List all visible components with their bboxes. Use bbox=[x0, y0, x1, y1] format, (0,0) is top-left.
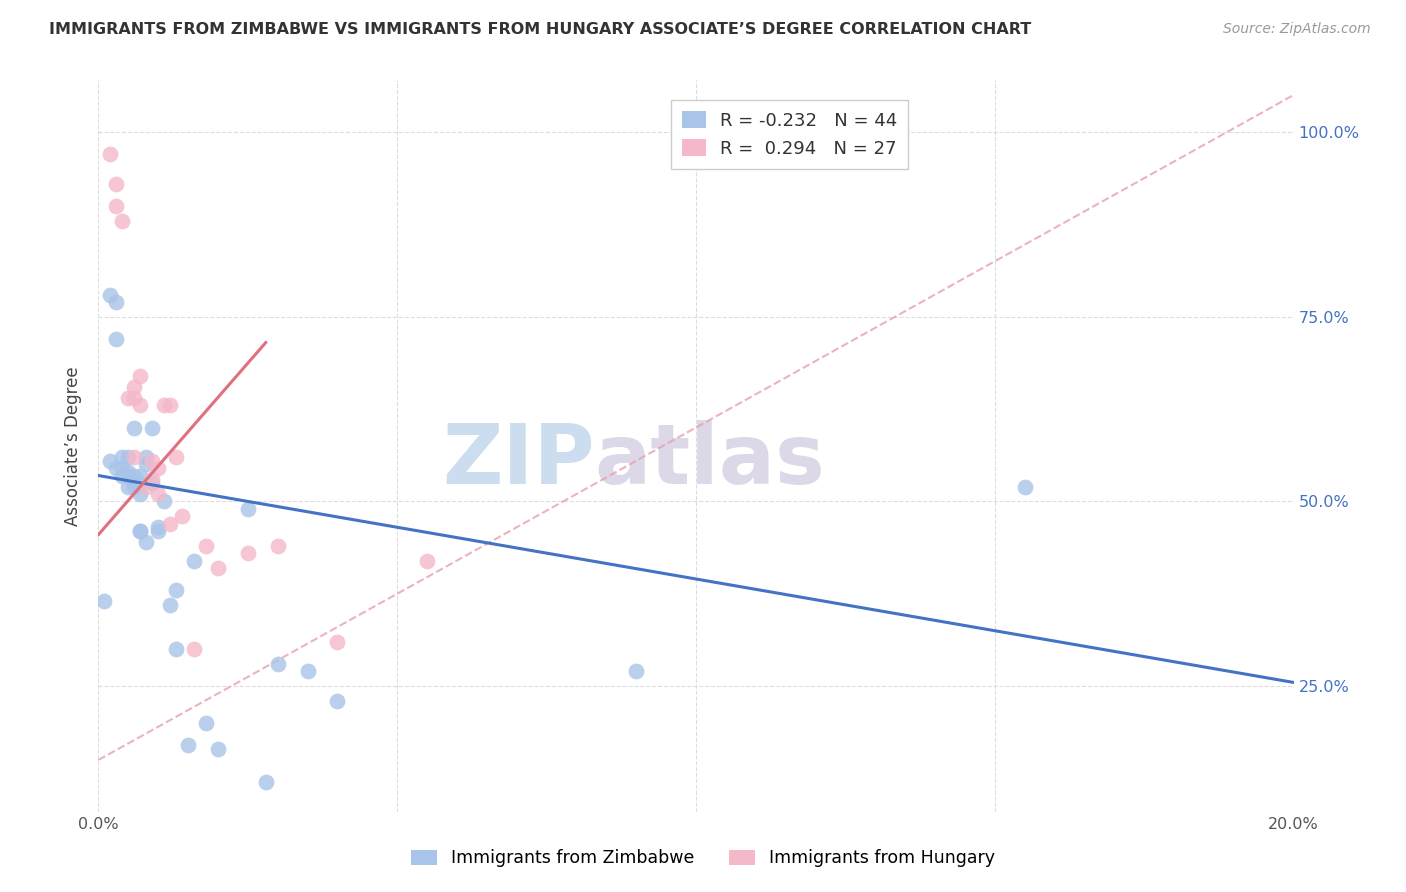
Point bbox=[124, 468, 146, 483]
Point bbox=[105, 294, 128, 309]
Point bbox=[105, 199, 128, 213]
Point bbox=[172, 509, 194, 524]
Point bbox=[129, 398, 152, 412]
Point bbox=[148, 461, 170, 475]
Point bbox=[267, 539, 290, 553]
Point bbox=[254, 775, 277, 789]
Point bbox=[1014, 480, 1036, 494]
Point bbox=[183, 553, 205, 567]
Point bbox=[177, 738, 200, 752]
Y-axis label: Associate’s Degree: Associate’s Degree bbox=[65, 367, 83, 525]
Point bbox=[111, 450, 134, 464]
Text: IMMIGRANTS FROM ZIMBABWE VS IMMIGRANTS FROM HUNGARY ASSOCIATE’S DEGREE CORRELATI: IMMIGRANTS FROM ZIMBABWE VS IMMIGRANTS F… bbox=[49, 22, 1032, 37]
Point bbox=[124, 450, 146, 464]
Point bbox=[105, 461, 128, 475]
Point bbox=[129, 524, 152, 538]
Point bbox=[141, 475, 163, 490]
Point bbox=[148, 524, 170, 538]
Point bbox=[129, 475, 152, 490]
Point bbox=[129, 468, 152, 483]
Point bbox=[153, 494, 176, 508]
Point bbox=[129, 487, 152, 501]
Point bbox=[195, 716, 218, 731]
Point bbox=[207, 742, 229, 756]
Point bbox=[148, 520, 170, 534]
Point bbox=[98, 147, 122, 161]
Text: ZIP: ZIP bbox=[441, 420, 595, 501]
Point bbox=[297, 665, 319, 679]
Point bbox=[141, 454, 163, 468]
Point bbox=[326, 694, 349, 708]
Point bbox=[207, 561, 229, 575]
Point bbox=[111, 468, 134, 483]
Point bbox=[416, 553, 439, 567]
Point bbox=[117, 465, 139, 479]
Point bbox=[159, 398, 181, 412]
Point bbox=[267, 657, 290, 671]
Point bbox=[236, 501, 259, 516]
Point bbox=[326, 634, 349, 648]
Point bbox=[135, 450, 157, 464]
Point bbox=[117, 450, 139, 464]
Legend: Immigrants from Zimbabwe, Immigrants from Hungary: Immigrants from Zimbabwe, Immigrants fro… bbox=[404, 843, 1002, 874]
Point bbox=[148, 487, 170, 501]
Text: Source: ZipAtlas.com: Source: ZipAtlas.com bbox=[1223, 22, 1371, 37]
Point bbox=[117, 391, 139, 405]
Point bbox=[183, 642, 205, 657]
Point bbox=[111, 461, 134, 475]
Point bbox=[159, 516, 181, 531]
Point bbox=[124, 380, 146, 394]
Point bbox=[124, 475, 146, 490]
Point bbox=[159, 598, 181, 612]
Point bbox=[141, 472, 163, 486]
Point bbox=[135, 480, 157, 494]
Point bbox=[124, 420, 146, 434]
Point bbox=[129, 524, 152, 538]
Point bbox=[165, 642, 187, 657]
Point bbox=[105, 177, 128, 191]
Point bbox=[141, 420, 163, 434]
Point bbox=[98, 287, 122, 301]
Point bbox=[111, 213, 134, 227]
Point bbox=[129, 368, 152, 383]
Point bbox=[165, 583, 187, 598]
Point bbox=[124, 391, 146, 405]
Point bbox=[626, 665, 648, 679]
Point bbox=[195, 539, 218, 553]
Text: atlas: atlas bbox=[595, 420, 825, 501]
Point bbox=[117, 480, 139, 494]
Point bbox=[93, 594, 115, 608]
Point bbox=[117, 468, 139, 483]
Point bbox=[135, 458, 157, 472]
Legend: R = -0.232   N = 44, R =  0.294   N = 27: R = -0.232 N = 44, R = 0.294 N = 27 bbox=[671, 100, 908, 169]
Point bbox=[135, 535, 157, 549]
Point bbox=[105, 332, 128, 346]
Point bbox=[153, 398, 176, 412]
Point bbox=[98, 454, 122, 468]
Point bbox=[165, 450, 187, 464]
Point bbox=[236, 546, 259, 560]
Point bbox=[124, 480, 146, 494]
